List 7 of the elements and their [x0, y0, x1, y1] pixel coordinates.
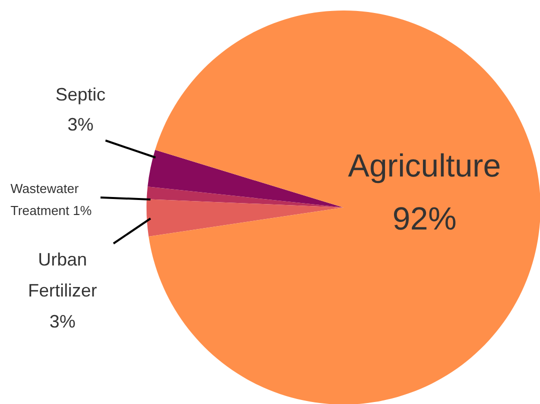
- data-label: 3%: [67, 114, 94, 134]
- data-label: 3%: [49, 312, 76, 332]
- slice-label: Urban Fertilizer: [28, 250, 98, 300]
- slice-label: Septic: [55, 84, 106, 104]
- data-label: 92%: [392, 200, 457, 236]
- slice-label: Wastewater Treatment 1%: [10, 181, 92, 218]
- slice-label: Agriculture: [348, 148, 501, 184]
